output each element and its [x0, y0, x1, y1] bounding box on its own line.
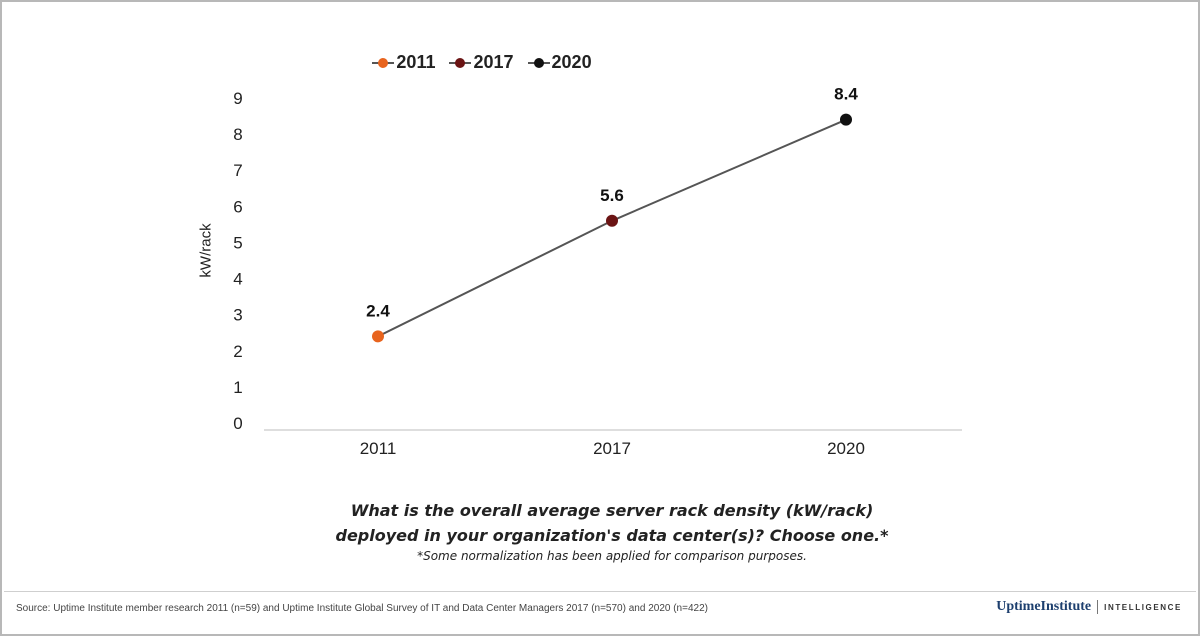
line-chart: 0 1 2 3 4 5 6 7 8 9 2011 2017 2020 2.4 5.6 8.4	[233, 85, 962, 458]
survey-question-line-2: deployed in your organization's data cen…	[335, 526, 889, 545]
x-tick-label: 2011	[360, 439, 397, 458]
legend-item-2011: 2011	[372, 52, 435, 73]
footer-divider	[4, 591, 1196, 592]
y-tick-label: 1	[233, 378, 242, 397]
x-tick-label: 2020	[827, 439, 865, 458]
data-point	[372, 330, 384, 343]
data-point	[840, 113, 852, 126]
series-line	[377, 118, 847, 338]
normalization-note: *Some normalization has been applied for…	[417, 549, 807, 563]
legend-label-2017: 2017	[473, 52, 514, 72]
y-tick-label: 6	[233, 197, 242, 216]
legend-label-2011: 2011	[396, 52, 436, 72]
legend-label-2020: 2020	[551, 52, 592, 72]
survey-question: What is the overall average server rack …	[302, 498, 922, 548]
source-note: Source: Uptime Institute member research…	[16, 603, 708, 614]
legend-item-2020: 2020	[527, 52, 592, 73]
y-tick-label: 9	[233, 89, 242, 108]
data-label: 8.4	[834, 85, 858, 104]
brand-sub: INTELLIGENCE	[1104, 602, 1182, 612]
y-tick-label: 0	[233, 414, 242, 433]
legend-swatch-2011	[372, 56, 395, 70]
y-tick-label: 7	[233, 161, 242, 180]
y-tick-label: 3	[233, 306, 242, 325]
survey-question-line-1: What is the overall average server rack …	[350, 501, 874, 520]
data-point	[606, 214, 618, 227]
data-label: 2.4	[366, 301, 390, 320]
legend-swatch-2017	[449, 56, 472, 70]
uptime-institute-logo: UptimeInstitute INTELLIGENCE	[996, 599, 1182, 615]
data-label: 5.6	[600, 186, 624, 205]
y-tick-label: 5	[233, 233, 242, 252]
legend-item-2017: 2017	[449, 52, 514, 73]
chart-legend: 2011 2017 2020	[2, 52, 962, 73]
brand-name: UptimeInstitute	[996, 599, 1092, 614]
legend-swatch-2020	[527, 56, 550, 70]
y-tick-label: 2	[233, 342, 242, 361]
y-tick-label: 4	[233, 270, 242, 289]
y-tick-label: 8	[233, 125, 242, 144]
x-tick-label: 2017	[593, 439, 631, 458]
brand-separator	[1097, 600, 1099, 614]
